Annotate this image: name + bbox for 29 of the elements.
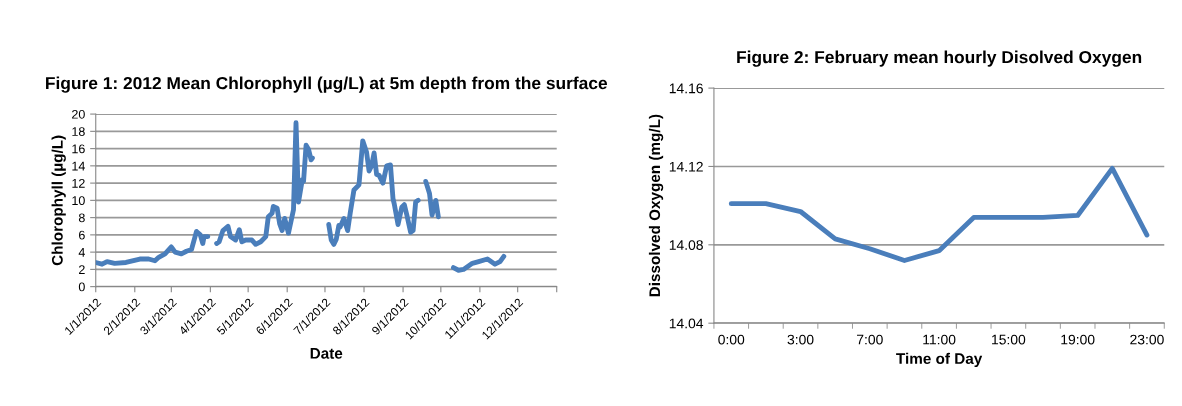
y-tick-label: 0 (78, 282, 85, 292)
y-tick-label: 12 (72, 178, 85, 188)
line-series (728, 165, 1150, 263)
chart-title: Figure 2: February mean hourly Disolved Oxygen (737, 50, 1142, 67)
x-axis-title: Time of Day (896, 352, 983, 368)
chart-title: Figure 1: 2012 Mean Chlorophyll (µg/L) at 5m depth from the surface (46, 76, 608, 93)
y-axis-title: Dissolved Oxygen (mg/L) (648, 114, 664, 297)
y-tick-label: 4 (78, 248, 85, 257)
y-tick-label: 14.12 (669, 161, 703, 172)
x-tick-label: 11:00 (923, 334, 956, 345)
y-tick-label: 8 (78, 213, 85, 223)
x-tick-label: 3:00 (787, 334, 814, 345)
y-tick-label: 16 (72, 144, 85, 154)
y-tick-label: 14.04 (669, 318, 704, 329)
y-tick-label: 20 (72, 109, 85, 119)
x-tick-label: 19:00 (1061, 334, 1095, 345)
y-tick-label: 14.16 (669, 83, 703, 94)
y-axis-title: Chlorophyll (µg/L) (51, 135, 66, 266)
x-axis-title: Date (310, 348, 343, 359)
y-tick-label: 2 (79, 265, 85, 274)
y-tick-label: 14.08 (669, 240, 703, 250)
y-tick-label: 10 (72, 196, 85, 206)
x-tick-label: 7:00 (857, 334, 883, 345)
x-tick-label: 0:00 (718, 334, 745, 345)
x-tick-label: 23:00 (1130, 334, 1164, 345)
y-tick-label: 18 (72, 127, 85, 136)
y-tick-label: 14 (72, 161, 85, 171)
x-tick-label: 15:00 (992, 334, 1026, 345)
y-tick-label: 6 (79, 230, 85, 240)
